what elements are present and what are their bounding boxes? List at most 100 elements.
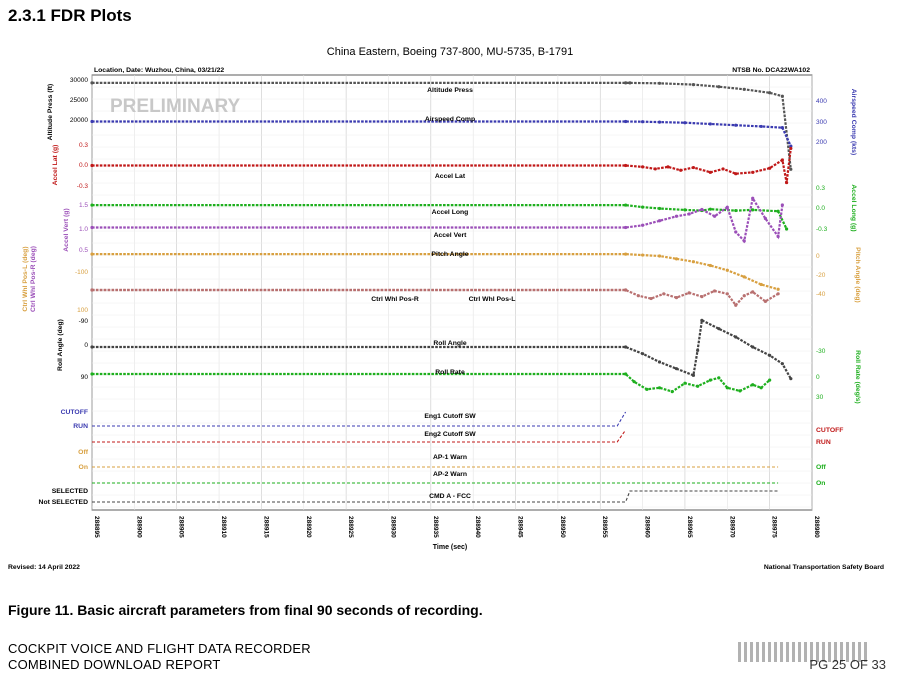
- series-point-airspeed-comp: [759, 124, 763, 129]
- footer-line-1: COCKPIT VOICE AND FLIGHT DATA RECORDER: [8, 641, 311, 656]
- series-point-altitude-press: [789, 167, 793, 171]
- x-tick-label: 288925: [347, 516, 354, 538]
- ntsb-number-label: NTSB No. DCA22WA102: [732, 67, 810, 74]
- watermark-strip: [738, 642, 870, 662]
- right-axis-label-pitch-angle-deg: Pitch Angle (deg): [854, 247, 861, 303]
- series-point-pitch-angle: [776, 287, 780, 291]
- series-point-altitude-press: [742, 87, 746, 91]
- left-axis-tick: 30000: [70, 77, 88, 84]
- series-point-accel-vert: [734, 230, 738, 234]
- series-point-roll-angle: [768, 353, 772, 357]
- x-tick-label: 288980: [813, 516, 820, 538]
- series-point-pitch-angle: [725, 268, 729, 272]
- series-line-altitude-press: [92, 81, 792, 170]
- series-point-ctrl-whl-pos-r: [649, 296, 653, 301]
- left-axis-tick: 25000: [70, 97, 88, 104]
- right-axis-tick: -30: [816, 348, 826, 355]
- series-point-accel-vert: [640, 223, 645, 227]
- report-footer: COCKPIT VOICE AND FLIGHT DATA RECORDER C…: [8, 641, 311, 673]
- discrete-label-ap-1-warn: AP-1 Warn: [433, 454, 467, 461]
- right-axis-tick: -40: [816, 291, 826, 298]
- series-label-accel-lat: Accel Lat: [435, 173, 466, 180]
- series-point-accel-lat: [789, 146, 793, 151]
- figure-caption: Figure 11. Basic aircraft parameters fro…: [8, 602, 483, 618]
- left-axis-label-accel-lat-g: Accel Lat (g): [52, 145, 59, 186]
- x-tick-label: 288970: [728, 516, 735, 538]
- discrete-line-eng2-cutoff-sw: [92, 429, 627, 443]
- x-tick-label: 288935: [432, 516, 439, 538]
- right-axis-tick: 0.0: [816, 205, 825, 212]
- series-point-accel-vert: [751, 196, 755, 200]
- series-point-ctrl-whl-pos-r: [687, 291, 691, 295]
- series-label-ctrl-whl-pos-l: Ctrl Whl Pos-L: [469, 296, 516, 303]
- series-point-accel-lat: [708, 170, 712, 174]
- series-point-accel-long: [776, 209, 780, 213]
- right-axis-tick: 0: [816, 253, 820, 260]
- right-axis-tick: 400: [816, 98, 827, 105]
- ntsb-board-label: National Transportation Safety Board: [764, 564, 884, 571]
- series-point-ctrl-whl-pos-r: [734, 303, 738, 307]
- series-label-accel-long: Accel Long: [432, 209, 469, 216]
- series-point-accel-long: [734, 208, 738, 213]
- discrete-line-cmd-a-fcc: [92, 490, 779, 503]
- x-tick-label: 288965: [686, 516, 693, 538]
- right-state-label-run: RUN: [816, 439, 831, 446]
- left-axis-tick: -90: [79, 318, 89, 325]
- series-point-altitude-press: [90, 81, 94, 85]
- left-axis-tick: 0.0: [79, 162, 88, 169]
- series-point-roll-angle: [700, 318, 704, 322]
- right-axis-tick: 30: [816, 394, 824, 401]
- series-point-accel-lat: [679, 168, 683, 172]
- series-point-accel-long: [708, 207, 712, 211]
- series-point-altitude-press: [691, 82, 696, 87]
- left-state-label-off: Off: [78, 449, 89, 456]
- right-state-label-off: Off: [816, 464, 827, 471]
- right-axis-tick: 0.3: [816, 185, 825, 192]
- series-point-accel-lat: [780, 158, 784, 162]
- left-axis-tick: 1.5: [79, 202, 88, 209]
- series-point-altitude-press: [657, 81, 662, 85]
- series-point-accel-lat: [721, 167, 725, 171]
- series-point-altitude-press: [624, 81, 628, 85]
- series-point-accel-vert: [725, 205, 729, 209]
- series-point-pitch-angle: [657, 254, 662, 258]
- x-tick-label: 288930: [389, 516, 396, 538]
- series-point-accel-long: [683, 208, 687, 212]
- discrete-label-cmd-a-fcc: CMD A - FCC: [429, 493, 471, 500]
- series-point-airspeed-comp: [640, 120, 645, 124]
- series-point-roll-rate: [632, 380, 636, 384]
- series-point-accel-lat: [640, 165, 645, 169]
- discrete-line-eng1-cutoff-sw: [92, 411, 627, 427]
- series-point-airspeed-comp: [734, 123, 738, 127]
- discrete-label-eng2-cutoff-sw: Eng2 Cutoff SW: [424, 431, 476, 438]
- series-point-accel-long: [90, 203, 94, 207]
- series-point-roll-rate: [670, 390, 674, 394]
- series-point-accel-vert: [674, 214, 679, 218]
- series-point-accel-long: [657, 206, 662, 211]
- left-axis-tick: 100: [77, 307, 88, 314]
- series-point-accel-vert: [776, 234, 780, 239]
- left-axis-label-ctrl-whl-pos-r-deg: Ctrl Whl Pos-R (deg): [30, 246, 37, 312]
- series-point-airspeed-comp: [708, 122, 712, 126]
- left-axis-tick: 0.5: [79, 247, 88, 254]
- series-point-accel-lat: [751, 170, 755, 174]
- left-state-label-on: On: [79, 464, 88, 471]
- left-state-label-selected: SELECTED: [52, 488, 88, 495]
- location-date-label: Location, Date: Wuzhou, China, 03/21/22: [94, 67, 224, 74]
- fdr-chart-svg: 288895 288900 288905 288910 288915 288920 2889…: [8, 46, 884, 571]
- series-point-roll-rate: [645, 387, 649, 391]
- series-point-accel-vert: [90, 225, 94, 230]
- series-line-roll-angle: [92, 318, 792, 380]
- series-point-ctrl-whl-pos-r: [662, 292, 666, 296]
- series-point-airspeed-comp: [624, 119, 628, 124]
- x-tick-label: 288960: [644, 516, 651, 538]
- x-tick-label: 288950: [559, 516, 566, 538]
- series-point-ctrl-whl-pos-r: [776, 292, 780, 296]
- series-point-roll-angle: [696, 348, 700, 352]
- series-point-ctrl-whl-pos-r: [763, 299, 768, 303]
- series-label-pitch-angle: Pitch Angle: [431, 251, 468, 258]
- right-state-label-cutoff: CUTOFF: [816, 427, 843, 434]
- x-tick-label: 288910: [220, 516, 227, 538]
- series-point-airspeed-comp: [683, 121, 687, 125]
- series-point-roll-rate: [657, 386, 662, 390]
